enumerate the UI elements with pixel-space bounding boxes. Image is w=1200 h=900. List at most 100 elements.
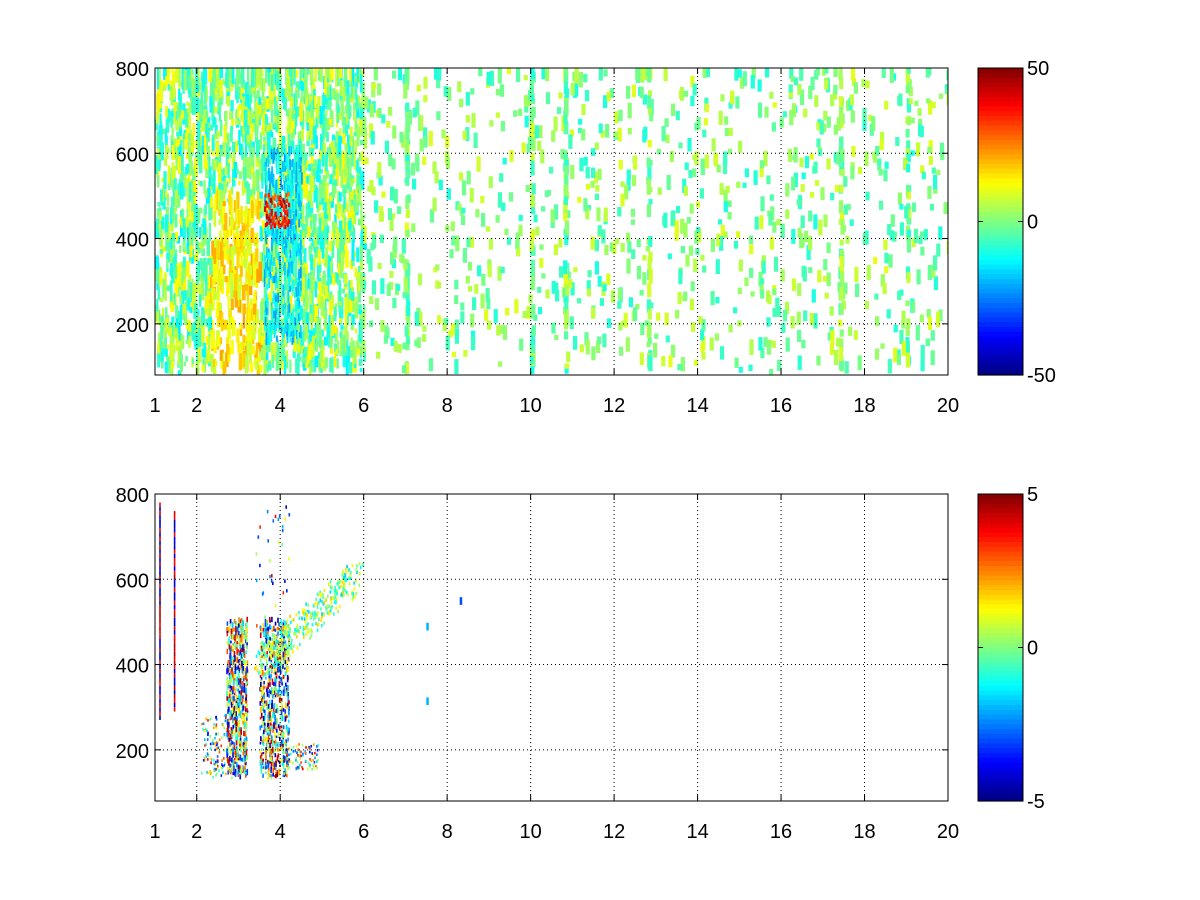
heatmap-cell (355, 123, 359, 131)
heatmap-cell (293, 158, 297, 174)
heatmap-cell (693, 258, 698, 273)
heatmap-cell (190, 226, 194, 246)
heatmap-cell (227, 275, 230, 289)
heatmap-cell (824, 79, 829, 90)
heatmap-cell (310, 254, 313, 271)
heatmap-cell (432, 197, 437, 212)
heatmap-cell (226, 668, 228, 675)
heatmap-cell (716, 233, 721, 247)
heatmap-cell (515, 232, 520, 248)
heatmap-cell (280, 177, 282, 188)
heatmap-cell (635, 303, 640, 310)
heatmap-cell (929, 203, 935, 211)
heatmap-cell (530, 194, 535, 208)
heatmap-cell (278, 104, 282, 125)
heatmap-cell (682, 178, 687, 193)
heatmap-cell (166, 344, 169, 349)
heatmap-cell (316, 164, 319, 183)
heatmap-cell (361, 171, 365, 190)
heatmap-cell (173, 570, 176, 576)
heatmap-cell (302, 259, 305, 265)
heatmap-cell (801, 172, 806, 180)
heatmap-cell (325, 187, 329, 207)
heatmap-cell (167, 232, 171, 254)
heatmap-cell (531, 304, 536, 319)
heatmap-cell (404, 75, 409, 90)
heatmap-cell (299, 188, 302, 196)
heatmap-cell (268, 335, 270, 345)
heatmap-cell (262, 339, 266, 358)
heatmap-cell (228, 659, 230, 665)
heatmap-cell (498, 325, 504, 334)
heatmap-cell (282, 284, 284, 297)
heatmap-cell (498, 361, 503, 367)
heatmap-cell (690, 95, 695, 107)
heatmap-cell (224, 276, 228, 283)
heatmap-cell (282, 230, 284, 242)
heatmap-cell (919, 125, 924, 137)
heatmap-cell (189, 237, 193, 258)
heatmap-cell (501, 202, 506, 211)
heatmap-cell (850, 166, 855, 180)
heatmap-cell (233, 745, 236, 750)
heatmap-cell (309, 96, 314, 101)
heatmap-cell (233, 199, 237, 210)
heatmap-cell (195, 265, 199, 285)
heatmap-cell (414, 339, 419, 347)
heatmap-cell (238, 171, 243, 179)
heatmap-cell (193, 282, 197, 303)
colorbar-segment (978, 250, 1023, 256)
heatmap-cell (236, 168, 239, 173)
colorbar-segment (978, 111, 1023, 117)
top-heatmap-frame (154, 67, 949, 376)
heatmap-cell (211, 240, 215, 259)
heatmap-cell (403, 264, 408, 270)
heatmap-cell (628, 297, 633, 307)
heatmap-cell (159, 583, 161, 588)
heatmap-cell (702, 265, 707, 273)
heatmap-cell (203, 68, 207, 80)
heatmap-cell (646, 341, 651, 348)
heatmap-cell (234, 140, 239, 152)
heatmap-cell (226, 640, 229, 646)
heatmap-cell (654, 333, 659, 339)
heatmap-cell (353, 189, 357, 199)
heatmap-cell (175, 333, 179, 352)
colorbar-segment (978, 91, 1023, 98)
heatmap-cell (257, 98, 262, 115)
heatmap-cell (763, 337, 768, 347)
heatmap-cell (277, 278, 281, 297)
y-tick-label: 200 (116, 315, 149, 337)
heatmap-cell (497, 68, 502, 84)
heatmap-cell (239, 727, 241, 732)
heatmap-cell (229, 619, 232, 624)
heatmap-cell (338, 305, 341, 312)
heatmap-cell (217, 276, 220, 295)
heatmap-cell (623, 312, 628, 328)
heatmap-cell (857, 167, 863, 175)
heatmap-cell (240, 624, 242, 629)
heatmap-cell (159, 515, 161, 520)
heatmap-cell (839, 355, 844, 370)
heatmap-cell (614, 131, 619, 139)
heatmap-cell (686, 216, 691, 224)
heatmap-cell (276, 220, 279, 225)
colorbar-segment (978, 159, 1023, 165)
heatmap-cell (203, 354, 206, 373)
heatmap-cell (174, 328, 178, 338)
heatmap-cell (288, 177, 291, 189)
heatmap-cell (245, 720, 248, 726)
heatmap-cell (262, 321, 266, 343)
heatmap-cell (759, 163, 764, 178)
heatmap-cell (314, 305, 318, 317)
heatmap-cell (692, 168, 697, 178)
heatmap-cell (893, 347, 898, 363)
heatmap-cell (217, 162, 222, 184)
heatmap-cell (232, 626, 234, 633)
heatmap-cell (243, 683, 245, 689)
heatmap-cell (180, 210, 184, 227)
heatmap-cell (337, 247, 340, 269)
heatmap-cell (284, 145, 287, 155)
heatmap-cell (435, 264, 440, 271)
heatmap-cell (354, 196, 359, 212)
